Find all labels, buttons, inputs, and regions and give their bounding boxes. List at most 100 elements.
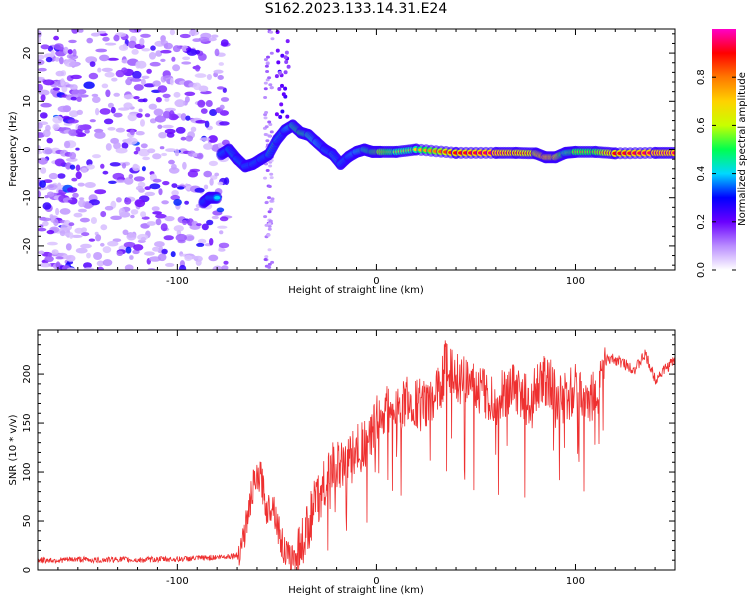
noise-blob [286,64,291,69]
noise-blob [115,179,126,183]
noise-blob [149,61,161,67]
noise-blob [97,30,107,34]
y-tick-label: 0 [22,146,33,152]
noise-blob [269,51,274,55]
noise-blob [59,208,71,215]
noise-blob [171,183,178,189]
noise-blob [53,43,64,50]
noise-blob [221,265,229,270]
spectrogram-frame [37,28,676,271]
noise-blob [59,230,66,237]
ridge-track [198,119,675,209]
noise-blob [83,81,95,89]
noise-blob [48,184,54,188]
noise-blob [135,131,145,136]
noise-blob [269,172,274,176]
noise-blob [171,56,176,62]
noise-blob [55,207,60,216]
noise-blob [115,147,128,154]
noise-blob [129,255,134,260]
noise-blob [75,247,88,254]
noise-blob [138,108,143,113]
noise-blob [270,37,275,41]
noise-blob [269,30,274,34]
noise-blob [78,199,86,208]
noise-blob [172,64,181,72]
noise-blob [128,174,134,179]
noise-blob [168,159,175,165]
noise-blob [154,241,165,248]
noise-blob [267,222,272,226]
noise-blob [185,135,193,142]
noise-blob [96,266,104,270]
noise-blob [38,83,43,92]
noise-blob [205,100,213,107]
noise-blob [55,70,65,77]
noise-blob [264,201,269,205]
y-tick-label: 50 [22,515,33,528]
y-tick-label: 100 [22,462,33,481]
noise-blob [267,196,271,200]
noise-blob [47,252,53,258]
noise-blob [42,147,53,155]
noise-blob [84,182,96,188]
noise-blob [193,255,203,262]
noise-blob [40,102,52,108]
x-tick-label: 100 [566,576,585,587]
noise-blob [71,29,79,34]
noise-blob [209,109,218,116]
noise-blob [188,29,200,36]
noise-blob [78,197,85,201]
noise-blob [146,68,152,74]
noise-blob [70,74,82,80]
noise-blob [133,96,140,100]
noise-blob [121,142,129,149]
noise-blob [38,59,45,66]
noise-blob [123,102,133,109]
noise-blob [115,69,125,78]
noise-blob [94,189,107,195]
noise-blob [124,197,132,205]
noise-blob [218,242,230,249]
noise-blob [75,164,81,172]
noise-blob [276,60,281,65]
noise-blob [80,243,92,249]
noise-blob [62,115,70,120]
noise-blob [42,202,52,210]
y-tick-label: 0 [22,567,33,573]
noise-blob [267,76,272,80]
noise-blob [52,115,64,124]
noise-blob [264,111,269,114]
noise-blob [73,212,83,218]
noise-blob [55,261,61,269]
colorbar: 0.0 0.2 0.4 0.6 0.8 Normalized spectral ampl… [696,29,748,278]
noise-blob [206,74,212,80]
noise-blob [123,241,136,248]
noise-blob [69,164,76,170]
noise-blob [132,249,140,255]
noise-blob [265,70,270,73]
noise-blob [201,223,209,231]
noise-blob [100,163,105,169]
noise-blob [184,200,190,205]
noise-blob [220,97,230,102]
noise-blob [38,145,41,152]
noise-blob [81,232,90,237]
noise-blob [38,54,45,60]
noise-blob [38,67,47,72]
noise-blob [206,219,214,226]
noise-blob [157,253,167,262]
noise-blob [69,232,74,239]
noise-blob [208,160,218,167]
noise-blob [264,223,269,227]
noise-blob [65,243,72,251]
noise-blob [174,99,186,108]
noise-blob [38,227,47,232]
colorbar-tick-label: 0.4 [696,166,707,182]
noise-blob [164,216,175,222]
noise-blob [38,36,42,44]
noise-blob [195,120,207,124]
noise-blob [285,114,290,119]
noise-blob [143,83,156,88]
noise-blob [89,119,96,123]
